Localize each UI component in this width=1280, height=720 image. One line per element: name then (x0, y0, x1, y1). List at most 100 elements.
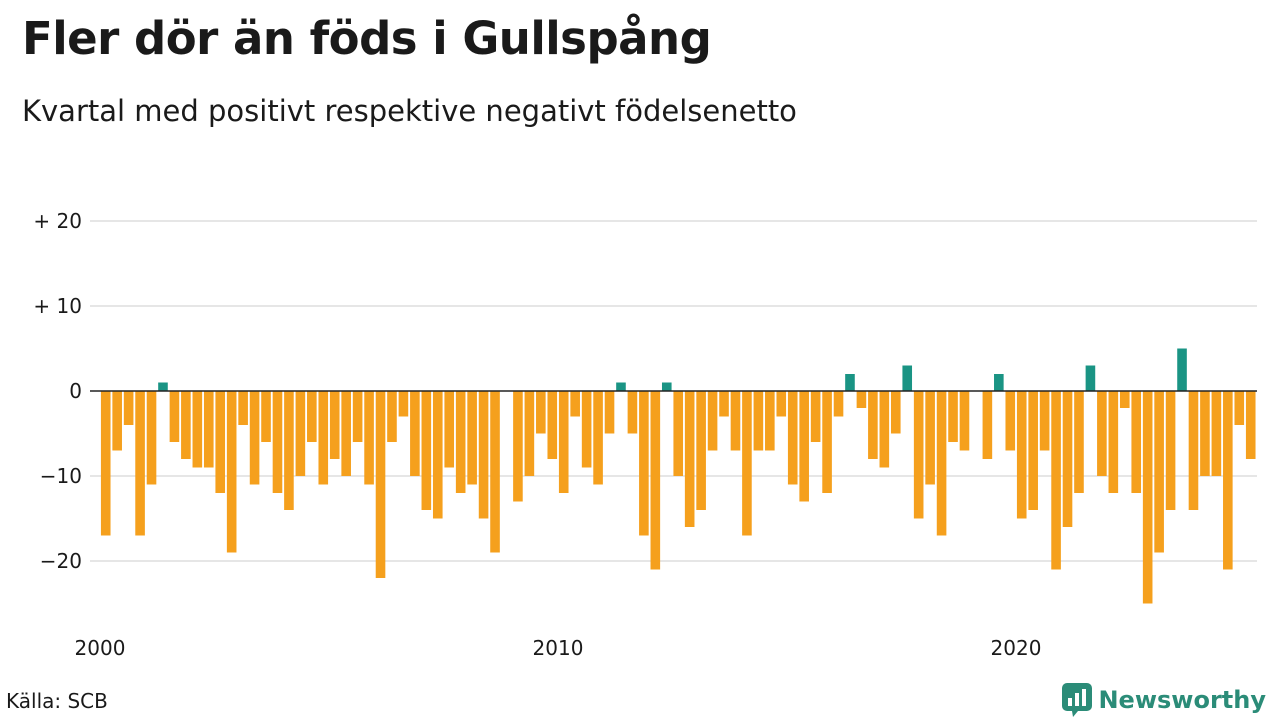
bar-positive (902, 365, 913, 391)
bar-negative (1200, 391, 1210, 476)
y-tick-label: 0 (69, 379, 82, 403)
bar-negative (604, 391, 615, 434)
bar-negative (455, 391, 466, 493)
bar-negative (1005, 391, 1016, 451)
source-note: Källa: SCB (6, 689, 108, 713)
bar-negative (696, 391, 706, 510)
bar-negative (765, 391, 775, 451)
bar-negative (890, 391, 901, 434)
bar-negative (776, 391, 787, 417)
bar-negative (1051, 391, 1061, 570)
bar-negative (936, 391, 947, 536)
bar-negative (639, 391, 649, 536)
bar-negative (1016, 391, 1027, 519)
bar-negative (581, 391, 592, 468)
bar-negative (238, 391, 248, 425)
bar-negative (249, 391, 260, 485)
bar-positive (616, 382, 626, 391)
bar-negative (226, 391, 237, 553)
x-tick-label: 2020 (991, 636, 1042, 660)
bar-negative (181, 391, 191, 459)
newsworthy-logo: Newsworthy (1062, 683, 1266, 717)
y-tick-label: + 10 (33, 294, 82, 318)
y-tick-label: −10 (40, 464, 82, 488)
bar-negative (913, 391, 924, 519)
bar-negative (753, 391, 764, 451)
bar-negative (868, 391, 878, 459)
y-tick-label: −20 (40, 549, 82, 573)
bar-negative (1131, 391, 1142, 493)
bar-negative (787, 391, 798, 485)
y-tick-labels: + 20 + 10 0 −10 −20 (33, 209, 82, 573)
bar-negative (364, 391, 374, 485)
bar-negative (467, 391, 477, 485)
bar-negative (1234, 391, 1245, 425)
bar-negative (1074, 391, 1084, 493)
bar-negative (1142, 391, 1153, 604)
newsworthy-logo-icon (1062, 683, 1093, 717)
bar-negative (1097, 391, 1107, 476)
bar-negative (742, 391, 752, 536)
bar-negative (1039, 391, 1050, 451)
bar-negative (707, 391, 718, 451)
bar-negative (822, 391, 832, 493)
bar-positive (158, 382, 168, 391)
bar-positive (1177, 348, 1187, 391)
bar-negative (421, 391, 432, 510)
bar-negative (1245, 391, 1256, 459)
bar-negative (1108, 391, 1119, 493)
bar-negative (329, 391, 340, 459)
bar-negative (375, 391, 386, 578)
bar-negative (593, 391, 603, 485)
bar-negative (272, 391, 283, 493)
bar-negative (100, 391, 111, 536)
bar-negative (650, 391, 661, 570)
bar-negative (730, 391, 741, 451)
bar-negative (627, 391, 638, 434)
x-tick-labels: 2000 2010 2020 (75, 636, 1042, 660)
bar-negative (146, 391, 157, 485)
bar-positive (845, 374, 855, 391)
bar-negative (879, 391, 890, 468)
bar-negative (135, 391, 145, 536)
chart-title: Fler dör än föds i Gullspång (22, 12, 712, 65)
bar-positive (661, 382, 672, 391)
bar-negative (719, 391, 729, 417)
bar-negative (948, 391, 958, 442)
bar-negative (856, 391, 867, 408)
bar-negative (1062, 391, 1073, 527)
bar-negative (112, 391, 122, 451)
bar-negative (925, 391, 935, 485)
bar-negative (398, 391, 409, 417)
bar-negative (1188, 391, 1199, 510)
y-tick-label: + 20 (33, 209, 82, 233)
bar-negative (673, 391, 684, 476)
bar-negative (387, 391, 397, 442)
bar-negative (215, 391, 226, 493)
bar-negative (169, 391, 180, 442)
bar-negative (536, 391, 546, 434)
x-tick-label: 2000 (75, 636, 126, 660)
bar-negative (203, 391, 214, 468)
bars (100, 348, 1256, 604)
bar-negative (684, 391, 695, 527)
bar-negative (1154, 391, 1164, 553)
bar-negative (1119, 391, 1130, 408)
bar-negative (444, 391, 455, 468)
bar-negative (318, 391, 329, 485)
bar-negative (284, 391, 294, 510)
bar-negative (352, 391, 363, 442)
bar-negative (490, 391, 500, 553)
bar-negative (307, 391, 317, 442)
bar-negative (1028, 391, 1038, 510)
bar-negative (261, 391, 271, 442)
bar-negative (1165, 391, 1176, 510)
bar-negative (524, 391, 535, 476)
bar-negative (833, 391, 844, 417)
bar-positive (994, 374, 1004, 391)
bar-negative (295, 391, 306, 476)
bar-negative (123, 391, 134, 425)
bar-negative (1223, 391, 1233, 570)
bar-negative (513, 391, 523, 502)
bar-negative (192, 391, 203, 468)
